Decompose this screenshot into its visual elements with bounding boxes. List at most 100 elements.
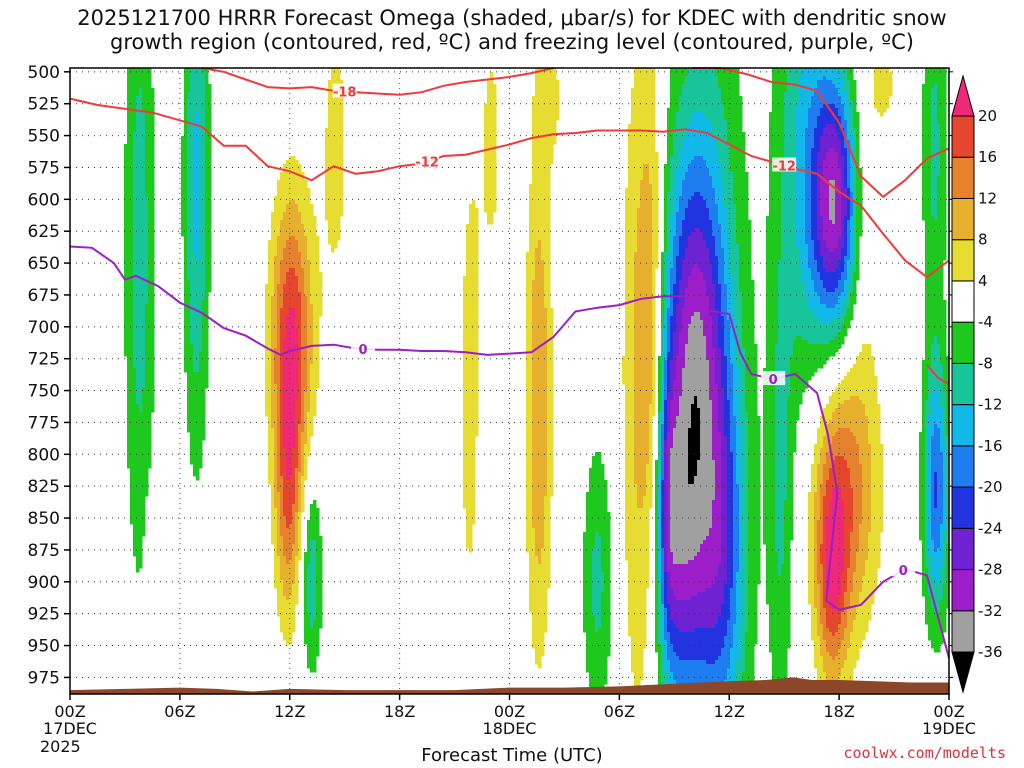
omega-cell	[727, 620, 731, 669]
omega-cell	[835, 304, 839, 321]
omega-cell	[679, 152, 683, 197]
omega-cell	[943, 532, 947, 585]
omega-cell	[880, 444, 884, 533]
omega-cell	[643, 164, 647, 497]
omega-cell	[940, 364, 944, 409]
omega-cell	[730, 68, 734, 173]
omega-cell	[658, 644, 662, 693]
omega-cell	[661, 480, 665, 549]
omega-cell	[868, 344, 872, 445]
omega-cell	[664, 360, 668, 401]
omega-cell	[838, 332, 842, 349]
omega-cell	[703, 160, 707, 201]
omega-cell	[280, 220, 284, 261]
omega-cell	[298, 512, 302, 561]
omega-cell	[730, 452, 734, 589]
y-tick-label: 850	[28, 509, 60, 529]
omega-cell	[727, 68, 731, 145]
omega-cell	[940, 568, 944, 601]
omega-cell	[592, 456, 596, 549]
omega-cell	[841, 248, 845, 273]
omega-cell	[286, 204, 290, 241]
omega-cell	[187, 92, 191, 281]
omega-cell	[145, 68, 149, 197]
omega-cell	[487, 80, 491, 225]
omega-cell	[661, 424, 665, 481]
omega-cell	[829, 292, 833, 309]
omega-cell	[688, 124, 692, 165]
omega-cell	[778, 576, 782, 693]
omega-cell	[634, 484, 638, 689]
omega-cell	[829, 340, 833, 357]
omega-cell	[838, 72, 842, 97]
omega-cell	[685, 660, 689, 693]
omega-cell	[673, 564, 677, 597]
omega-cell	[835, 488, 839, 609]
omega-cell	[724, 68, 728, 121]
omega-cell	[817, 68, 821, 81]
omega-cell	[826, 452, 830, 481]
omega-cell	[817, 152, 821, 241]
omega-cell	[622, 356, 626, 385]
omega-cell	[934, 68, 938, 85]
omega-cell	[682, 260, 686, 309]
omega-cell	[820, 484, 824, 545]
omega-cell	[295, 512, 299, 557]
omega-cell	[700, 544, 704, 593]
omega-cell	[853, 272, 857, 305]
y-tick-label: 625	[28, 222, 60, 242]
colorbar-label: -8	[978, 354, 993, 372]
omega-cell	[820, 180, 824, 217]
omega-cell	[292, 584, 296, 633]
omega-cell	[283, 556, 287, 597]
omega-cell	[724, 636, 728, 681]
colorbar-label: -36	[978, 643, 1003, 661]
omega-cell	[298, 252, 302, 293]
omega-cell	[790, 68, 794, 357]
omega-cell	[694, 68, 698, 113]
omega-cell	[709, 664, 713, 693]
omega-cell	[682, 368, 686, 565]
omega-cell	[313, 620, 317, 673]
omega-cell	[943, 392, 947, 445]
omega-cell	[283, 164, 287, 213]
omega-cell	[832, 340, 836, 357]
omega-cell	[697, 660, 701, 693]
omega-cell	[820, 656, 824, 693]
omega-cell	[280, 536, 284, 581]
omega-cell	[832, 292, 836, 309]
colorbar-swatch	[951, 527, 975, 571]
omega-cell	[718, 564, 722, 617]
omega-cell	[691, 116, 695, 161]
omega-cell	[301, 432, 305, 477]
omega-cell	[844, 256, 848, 281]
omega-cell	[691, 632, 695, 661]
omega-cell	[667, 432, 671, 573]
omega-cell	[709, 528, 713, 589]
omega-cell	[820, 544, 824, 565]
omega-cell	[289, 524, 293, 561]
omega-cell	[823, 464, 827, 497]
omega-cell	[319, 272, 323, 317]
omega-cell	[685, 248, 689, 289]
y-tick-label: 550	[28, 127, 60, 147]
omega-cell	[808, 268, 812, 309]
omega-cell	[835, 336, 839, 353]
omega-cell	[835, 68, 839, 89]
omega-cell	[709, 316, 713, 401]
omega-cell	[844, 400, 848, 429]
colorbar-swatch	[951, 156, 975, 199]
omega-cell	[664, 312, 668, 361]
omega-cell	[706, 628, 710, 665]
omega-cell	[811, 68, 815, 97]
omega-cell	[832, 612, 836, 637]
credit-link[interactable]: coolwx.com/modelts	[843, 744, 1006, 762]
omega-cell	[679, 396, 683, 565]
omega-cell	[841, 156, 845, 249]
colorbar-swatch	[951, 197, 975, 241]
omega-cell	[838, 316, 842, 333]
omega-cell	[823, 160, 827, 241]
omega-cell	[550, 68, 554, 165]
omega-cell	[829, 148, 833, 181]
